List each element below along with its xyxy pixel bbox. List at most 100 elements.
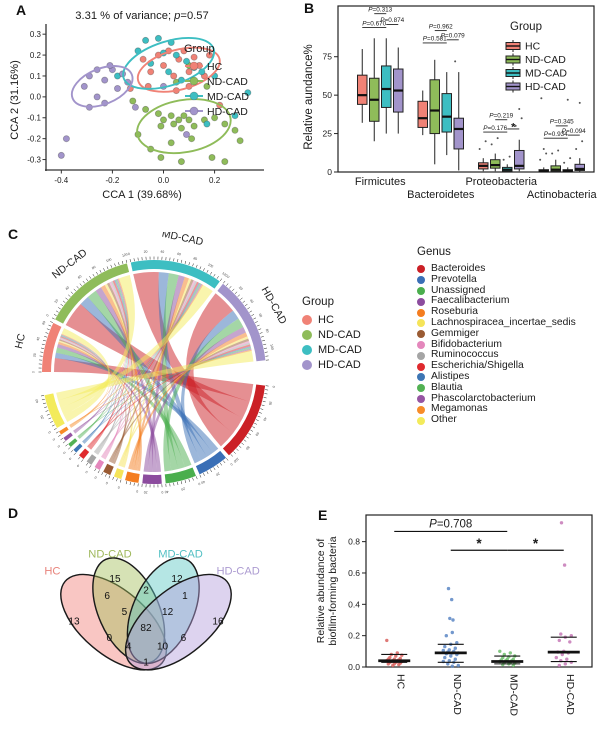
svg-text:120: 120 (221, 271, 228, 278)
jitter-point (444, 634, 448, 638)
arc-MD-CAD (130, 260, 220, 289)
jitter-point (446, 586, 451, 591)
svg-text:0: 0 (68, 457, 72, 461)
p-value-label: P=0.581 (423, 36, 447, 43)
ribbon-MD-CAD-Roseburia (131, 276, 189, 470)
group-ellipse (136, 98, 232, 155)
svg-text:0: 0 (117, 485, 120, 489)
cca-plot: 3.31 % of variance; p=0.57 -0.4 -0.2 0.0 0.2… (9, 10, 264, 201)
legend-label: Ruminococcus (431, 349, 499, 361)
y-tick-label: 0.4 (348, 599, 360, 609)
svg-text:0: 0 (226, 275, 230, 279)
arc-Unassigned (164, 467, 196, 484)
outlier-point (514, 124, 517, 127)
outlier-point (545, 152, 548, 155)
box-plot: 0 25 50 75 Relative aundance% P=0.670 P=0.313 P… (303, 5, 597, 201)
scatter-point (57, 151, 65, 159)
venn-count: 4 (126, 642, 132, 653)
outlier-point (569, 157, 572, 160)
ribbon-MD-CAD-Lachnospiracea_incertae_sedis (119, 278, 192, 467)
outlier-point (557, 149, 560, 152)
jitter-point (562, 563, 567, 567)
jitter-point (395, 651, 399, 655)
y-axis-title: Relative abundance of (315, 539, 327, 644)
outlier-point (508, 155, 511, 158)
genus-swatch (417, 286, 425, 295)
box-Bacteroidetes-ND-CAD (429, 59, 440, 165)
legend-label: Lachnospiracea_incertae_sedis (431, 316, 576, 328)
ribbon-HD-CAD-Bacteroides (186, 293, 234, 447)
venn-count: 16 (212, 616, 224, 627)
scatter-point (159, 62, 167, 70)
scatter-point (231, 112, 239, 120)
y-tick-label: 0.0 (348, 662, 360, 672)
genus-swatch (417, 308, 425, 317)
svg-text:80: 80 (193, 256, 198, 261)
svg-text:20: 20 (144, 250, 148, 254)
box-Bacteroidetes-HD-CAD (453, 60, 464, 171)
svg-text:20: 20 (238, 286, 244, 292)
x-tick-label: MD-CAD (507, 674, 519, 716)
arc-Alistipes (73, 443, 83, 453)
box-Bacteroidetes-HC (417, 90, 428, 136)
panel-label-b: B (304, 0, 315, 16)
box-Firmicutes-HD-CAD (393, 47, 404, 134)
panel-label-d: D (8, 505, 19, 521)
panel-b-boxplot: 0 25 50 75 Relative aundance% P=0.670 P=0.313 P… (303, 5, 597, 201)
jitter-point (453, 657, 457, 661)
svg-text:40: 40 (65, 285, 71, 291)
outlier-point (484, 140, 487, 143)
ribbon-HD-CAD-Unassigned (163, 318, 244, 472)
ribbon-MD-CAD-Prevotella (158, 272, 207, 461)
genus-swatch (417, 394, 425, 403)
legend-title: Group (184, 43, 215, 55)
genus-swatch (417, 340, 425, 349)
jitter-point (557, 663, 561, 668)
legend-label: Prevotella (431, 273, 477, 285)
scatter-point (142, 105, 150, 113)
genus-swatch (417, 373, 425, 382)
genus-swatch (417, 330, 425, 339)
venn-set-MD-CAD (126, 557, 200, 665)
panel-label-a: A (16, 2, 27, 18)
arc-Roseburia (125, 471, 140, 483)
group-ellipse (70, 65, 134, 108)
venn-count: 82 (140, 623, 152, 634)
legend-item: Alistipes (417, 371, 599, 383)
scatter-point (188, 135, 196, 143)
category-label: Bacteroidetes (407, 189, 475, 201)
legend-label: ND-CAD (525, 54, 566, 66)
legend-label: HD-CAD (207, 106, 248, 118)
legend-item: MD-CAD (302, 344, 397, 356)
group-swatch (302, 360, 312, 370)
p-value-label: P=0.176 (483, 125, 507, 132)
legend-item: ND-CAD (302, 329, 397, 341)
legend-label: Escherichia/Shigella (431, 360, 524, 372)
box-Proteobacteria-ND-CAD (490, 137, 501, 172)
outlier-point (490, 143, 493, 146)
outlier-point (539, 158, 542, 161)
arc-Ruminococcus (86, 454, 97, 465)
jitter-point (385, 638, 389, 643)
arc-HC (42, 322, 62, 372)
legend-item: Megamonas (417, 404, 599, 415)
jitter-point (557, 638, 561, 643)
legend-label: Unassigned (431, 284, 486, 296)
jitter-point (560, 652, 564, 657)
svg-text:80: 80 (245, 445, 251, 451)
svg-text:80: 80 (265, 328, 270, 333)
scatter-point (165, 68, 173, 76)
venn-count: 2 (143, 585, 149, 596)
x-tick-label: -0.4 (54, 176, 68, 185)
jitter-point (559, 521, 564, 525)
outlier-point (454, 60, 457, 63)
legend-label: ND-CAD (207, 76, 248, 88)
x-tick-label: 0.2 (209, 176, 221, 185)
svg-text:0: 0 (62, 451, 66, 455)
legend-item: Lachnospiracea_incertae_sedis (417, 316, 599, 329)
legend-item: Other (417, 414, 599, 426)
jitter-point (449, 654, 453, 658)
svg-text:40: 40 (160, 250, 164, 254)
venn-count: 6 (181, 633, 187, 644)
